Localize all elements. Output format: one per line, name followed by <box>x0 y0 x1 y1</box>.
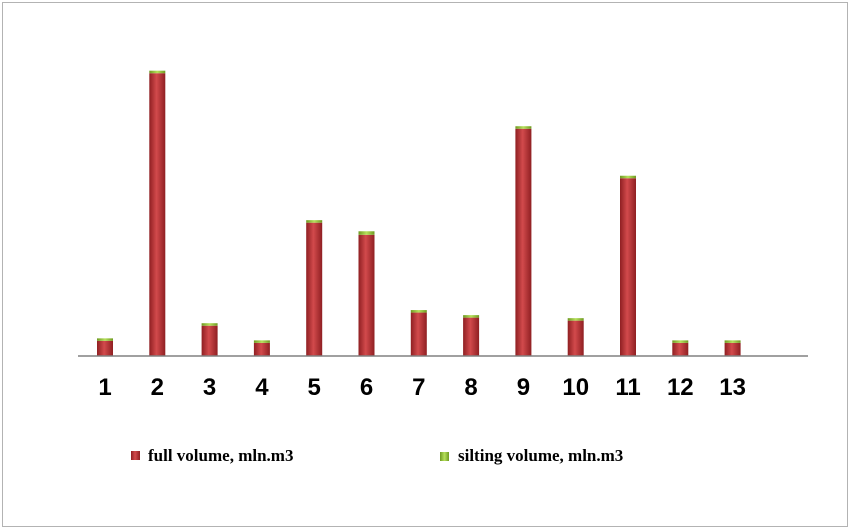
bar-silting-volume-9 <box>515 126 532 129</box>
legend-item-silting-volume: silting volume, mln.m3 <box>440 446 623 465</box>
x-tick-label-12: 12 <box>667 374 694 401</box>
bar-full-volume-12 <box>672 342 689 356</box>
bar-full-volume-9 <box>515 128 532 356</box>
x-tick-label-13: 13 <box>719 374 746 401</box>
bar-full-volume-3 <box>201 325 218 356</box>
bar-full-volume-6 <box>358 234 375 356</box>
legend-swatch-full-volume <box>131 451 140 460</box>
bar-silting-volume-10 <box>567 318 584 321</box>
bar-full-volume-8 <box>463 317 480 356</box>
bar-silting-volume-11 <box>620 175 636 179</box>
bar-full-volume-13 <box>724 342 741 356</box>
bar-silting-volume-3 <box>201 323 218 326</box>
bar-full-volume-2 <box>149 73 166 356</box>
bar-full-volume-1 <box>97 340 113 356</box>
x-tick-label-7: 7 <box>412 374 425 401</box>
bar-full-volume-11 <box>620 178 636 356</box>
bar-chart: 1 2 3 4 5 6 7 8 9 10 11 12 13 full volume, mln.m3 si… <box>78 70 808 465</box>
x-tick-label-8: 8 <box>464 374 477 401</box>
legend-item-full-volume: full volume, mln.m3 <box>131 446 293 465</box>
legend-label-silting-volume: silting volume, mln.m3 <box>458 446 623 465</box>
bar-silting-volume-5 <box>306 220 323 223</box>
x-tick-label-1: 1 <box>98 374 111 401</box>
x-tick-label-11: 11 <box>615 374 640 401</box>
legend-swatch-silting-volume <box>440 452 449 461</box>
bar-silting-volume-2 <box>149 70 166 74</box>
x-tick-label-9: 9 <box>517 374 530 401</box>
bar-silting-volume-13 <box>724 340 741 343</box>
x-tick-label-4: 4 <box>255 374 269 401</box>
x-tick-label-6: 6 <box>360 374 373 401</box>
x-tick-label-2: 2 <box>151 374 164 401</box>
bar-full-volume-4 <box>253 342 270 356</box>
bar-silting-volume-12 <box>672 340 689 343</box>
legend: full volume, mln.m3 silting volume, mln.… <box>131 446 623 465</box>
bar-full-volume-5 <box>306 222 323 356</box>
bar-silting-volume-4 <box>253 340 270 343</box>
x-tick-label-5: 5 <box>308 374 321 401</box>
x-tick-labels: 1 2 3 4 5 6 7 8 9 10 11 12 13 <box>98 374 746 401</box>
bar-silting-volume-6 <box>358 231 375 235</box>
bar-full-volume-7 <box>410 312 427 356</box>
bar-silting-volume-7 <box>410 310 427 313</box>
bar-full-volume-10 <box>567 320 584 356</box>
bar-silting-volume-8 <box>463 315 480 318</box>
x-tick-label-3: 3 <box>203 374 216 401</box>
legend-label-full-volume: full volume, mln.m3 <box>148 446 293 465</box>
bars-layer <box>97 70 741 356</box>
bar-silting-volume-1 <box>97 338 113 341</box>
x-tick-label-10: 10 <box>562 374 589 401</box>
